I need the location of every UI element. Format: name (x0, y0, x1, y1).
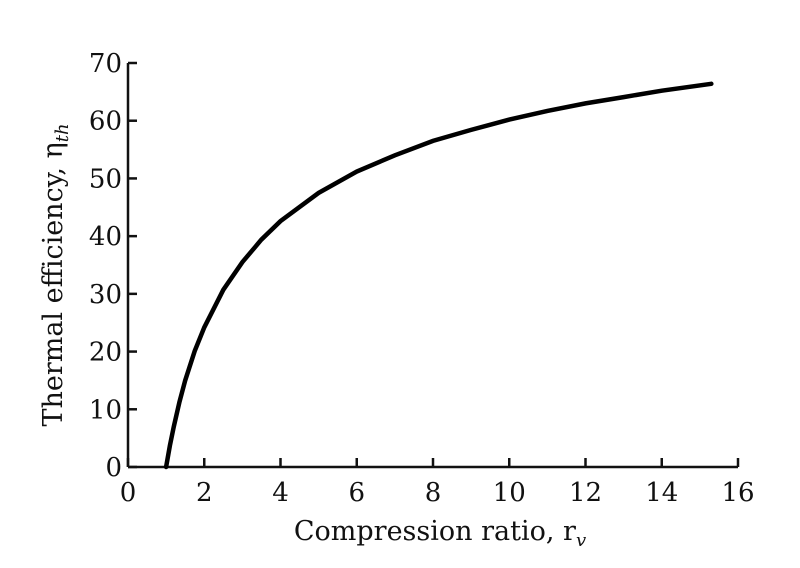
plot-area: 0 2 4 6 8 10 12 14 16 0 10 20 30 40 50 60 70 (89, 49, 755, 508)
x-tick-label-4: 4 (272, 478, 289, 508)
y-tick-label-0: 0 (105, 453, 122, 483)
x-tick-label-6: 6 (348, 478, 365, 508)
x-tick-label-10: 10 (493, 478, 526, 508)
x-tick-label-2: 2 (196, 478, 213, 508)
x-tick-label-16: 16 (721, 478, 754, 508)
y-axis-title-sub: th (52, 123, 73, 142)
y-ticks: 0 10 20 30 40 50 60 70 (89, 49, 137, 483)
y-axis-title: Thermal efficiency, ηth (38, 123, 73, 426)
x-tick-label-12: 12 (569, 478, 602, 508)
x-ticks: 0 2 4 6 8 10 12 14 16 (120, 458, 755, 508)
y-tick-label-50: 50 (89, 164, 122, 194)
x-axis-title-sub: v (576, 530, 586, 551)
y-tick-label-20: 20 (89, 338, 122, 368)
y-axis-title-main: Thermal efficiency, η (38, 142, 69, 426)
y-tick-label-40: 40 (89, 222, 122, 252)
efficiency-curve (163, 81, 714, 470)
y-tick-label-60: 60 (89, 107, 122, 137)
x-tick-label-14: 14 (645, 478, 678, 508)
y-tick-label-70: 70 (89, 49, 122, 79)
x-tick-label-0: 0 (120, 478, 137, 508)
y-tick-label-30: 30 (89, 280, 122, 310)
x-axis-title-main: Compression ratio, r (294, 516, 576, 547)
x-axis-title: Compression ratio, rv (294, 516, 586, 551)
y-tick-label-10: 10 (89, 395, 122, 425)
x-tick-label-8: 8 (425, 478, 442, 508)
